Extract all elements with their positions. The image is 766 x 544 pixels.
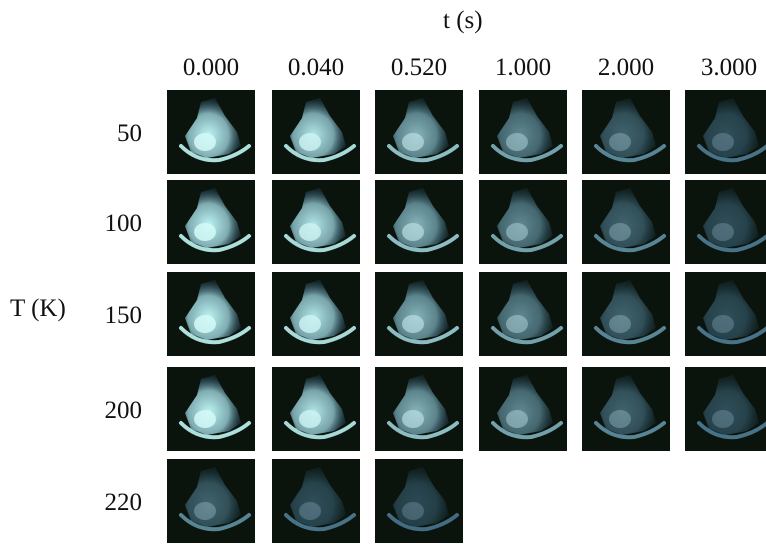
crystal-photo: [582, 367, 670, 451]
time-label: 2.000: [597, 54, 655, 81]
crystal-photo: [685, 367, 766, 451]
crystal-photo: [479, 272, 567, 356]
time-label: 1.000: [494, 54, 552, 81]
crystal-photo: [479, 180, 567, 264]
temperature-label: 150: [104, 302, 143, 329]
crystal-photo: [375, 272, 463, 356]
temperature-label: 50: [117, 120, 142, 147]
temperature-label: 200: [104, 397, 143, 424]
crystal-photo: [375, 459, 463, 543]
time-axis-label: t (s): [443, 7, 483, 34]
time-label: 0.520: [390, 54, 448, 81]
crystal-photo: [685, 180, 766, 264]
crystal-photo: [375, 180, 463, 264]
temperature-axis-label: T (K): [10, 295, 66, 322]
crystal-photo: [272, 459, 360, 543]
crystal-photo: [685, 90, 766, 174]
temperature-label: 220: [104, 489, 143, 516]
crystal-photo: [272, 367, 360, 451]
crystal-photo: [167, 367, 255, 451]
crystal-photo: [582, 180, 670, 264]
crystal-photo: [582, 90, 670, 174]
crystal-photo: [272, 272, 360, 356]
crystal-photo: [479, 367, 567, 451]
time-label: 3.000: [700, 54, 758, 81]
crystal-photo: [375, 90, 463, 174]
crystal-photo: [167, 272, 255, 356]
time-label: 0.000: [182, 54, 240, 81]
crystal-photo: [167, 459, 255, 543]
crystal-photo: [167, 90, 255, 174]
crystal-photo: [582, 272, 670, 356]
crystal-photo: [272, 90, 360, 174]
crystal-photo: [272, 180, 360, 264]
time-label: 0.040: [287, 54, 345, 81]
crystal-photo: [685, 272, 766, 356]
crystal-photo: [479, 90, 567, 174]
crystal-photo: [167, 180, 255, 264]
temperature-label: 100: [104, 210, 143, 237]
crystal-photo: [375, 367, 463, 451]
